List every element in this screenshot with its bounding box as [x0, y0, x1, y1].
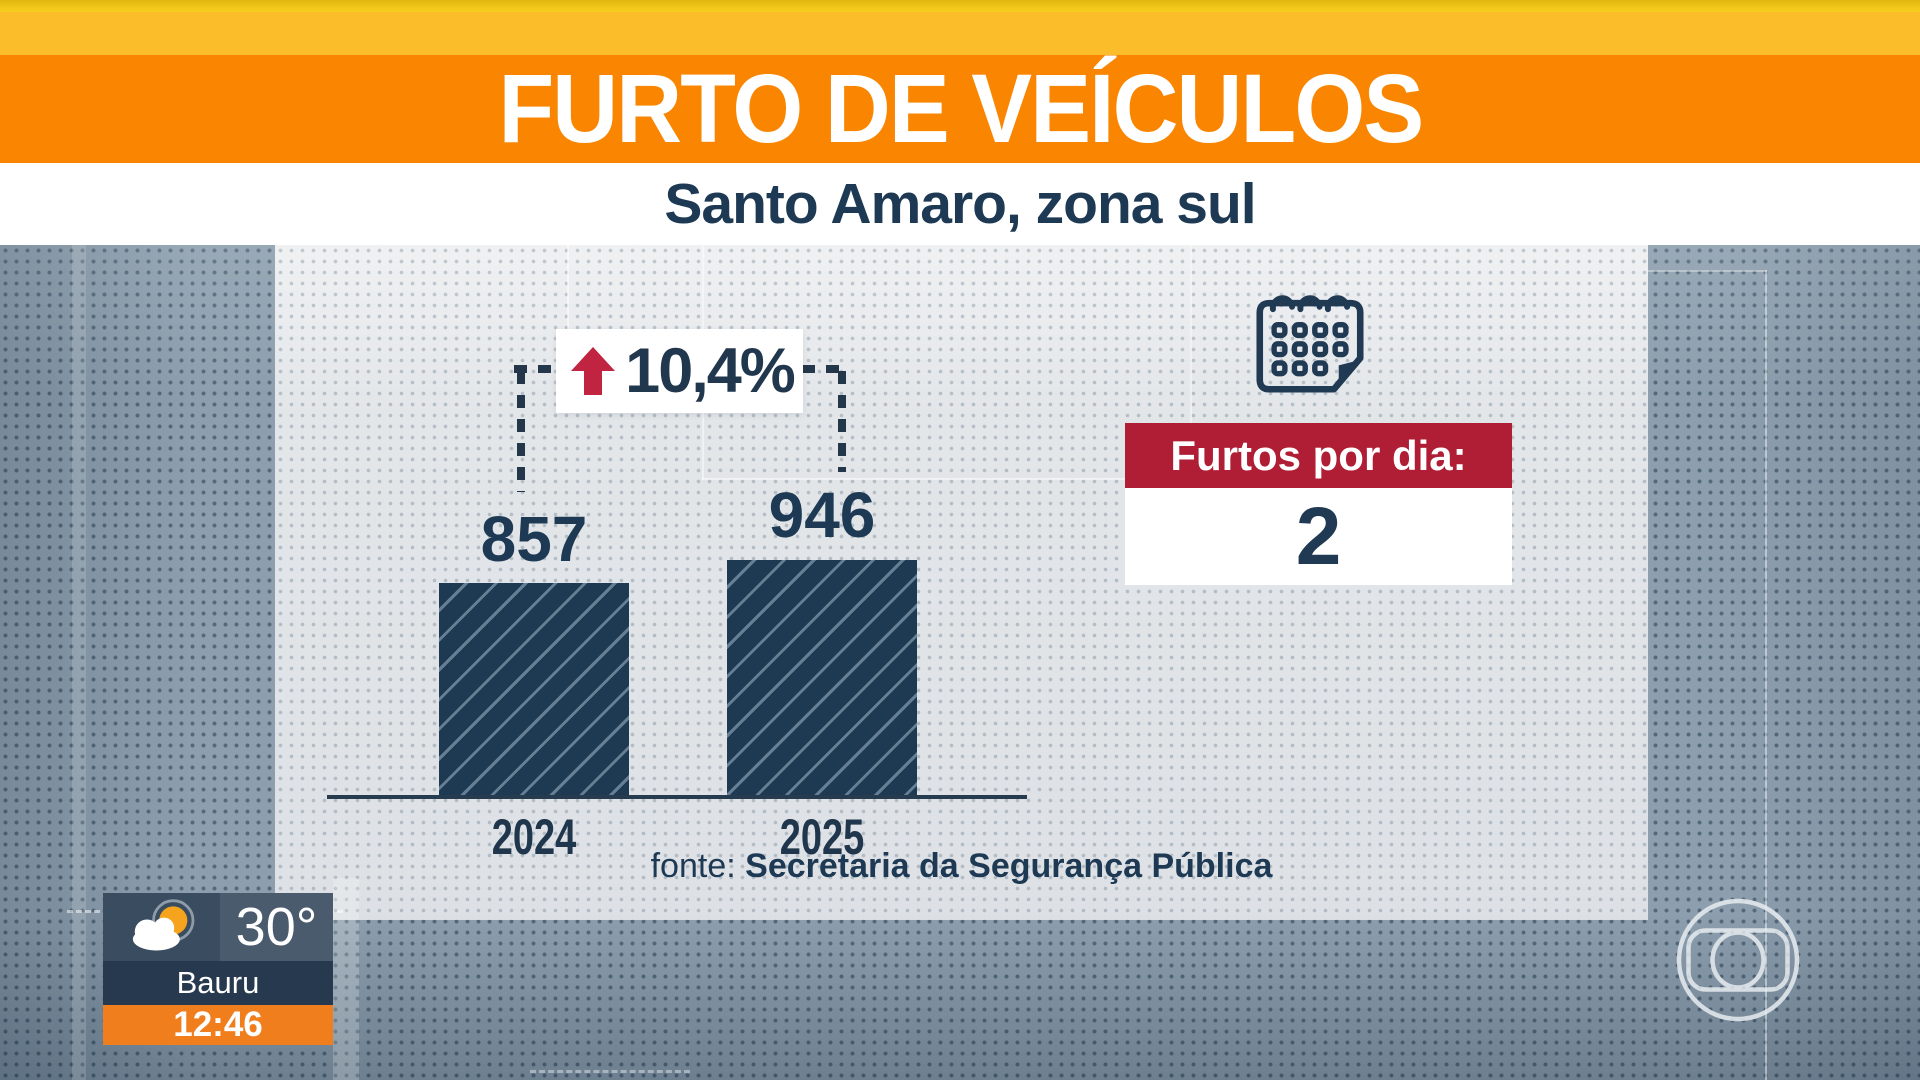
- sun-cloud-icon: [132, 899, 194, 951]
- weather-widget: 30° Bauru 12:46: [103, 893, 333, 1045]
- up-arrow-icon: [571, 347, 616, 395]
- bar-2024: [439, 583, 629, 797]
- weather-city: Bauru: [103, 961, 333, 1005]
- bar-value-2024: 857: [480, 503, 588, 575]
- globo-logo: [1676, 898, 1800, 1022]
- page-subtitle: Santo Amaro, zona sul: [664, 172, 1256, 236]
- x-tick-2024: 2024: [491, 809, 577, 865]
- source-line: fonte: Secretaria da Segurança Pública: [275, 847, 1648, 886]
- x-axis-line: [327, 795, 1027, 799]
- bar-2025: [727, 560, 917, 797]
- stat-banner: Furtos por dia:: [1125, 423, 1512, 488]
- weather-icon-cell: [103, 893, 220, 961]
- yellow-band: [0, 12, 1920, 55]
- source-prefix: fonte:: [650, 847, 736, 885]
- stat-label: Furtos por dia:: [1170, 431, 1467, 479]
- stat-value-box: 2: [1125, 488, 1512, 585]
- subtitle-banner: Santo Amaro, zona sul: [0, 163, 1920, 245]
- title-banner: FURTO DE VEÍCULOS: [0, 54, 1920, 163]
- calendar-icon: [1256, 295, 1364, 393]
- top-gold-strip: [0, 0, 1920, 12]
- weather-time: 12:46: [103, 1005, 333, 1045]
- weather-temperature: 30°: [220, 893, 333, 961]
- x-tick-2025: 2025: [779, 809, 865, 865]
- weather-top-row: 30°: [103, 893, 333, 961]
- change-callout: 10,4%: [556, 329, 803, 413]
- page-title: FURTO DE VEÍCULOS: [498, 54, 1424, 163]
- change-percent-label: 10,4%: [625, 336, 796, 406]
- stat-value: 2: [1295, 490, 1342, 582]
- bar-value-2025: 946: [768, 479, 876, 551]
- source-name: Secretaria da Segurança Pública: [745, 847, 1273, 885]
